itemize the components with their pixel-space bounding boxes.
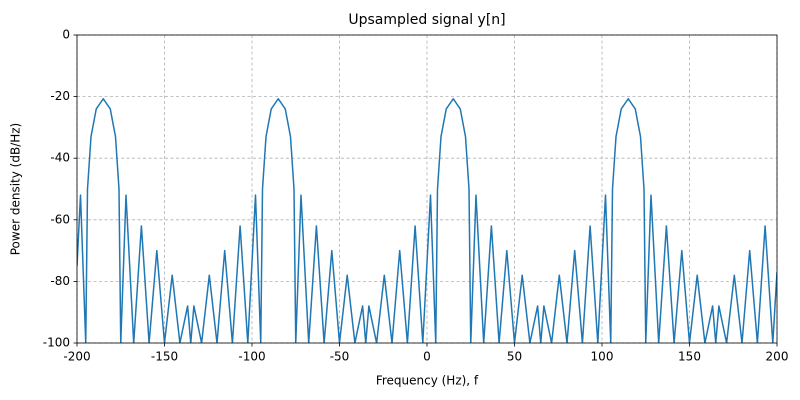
x-tick-label: -150 <box>151 350 178 364</box>
grid <box>76 34 778 344</box>
y-tick-label: -80 <box>50 274 70 288</box>
y-tick-label: 0 <box>62 28 70 42</box>
x-tick-label: 150 <box>678 350 701 364</box>
x-tick-label: 200 <box>766 350 789 364</box>
y-axis-label: Power density (dB/Hz) <box>9 123 23 256</box>
x-tick-label: -100 <box>238 350 265 364</box>
x-tick-label: -50 <box>330 350 350 364</box>
x-axis-label: Frequency (Hz), f <box>376 374 479 388</box>
x-tick-label: 0 <box>423 350 431 364</box>
line-series <box>77 98 777 343</box>
x-tick-label: 100 <box>591 350 614 364</box>
chart-title: Upsampled signal y[n] <box>348 12 505 28</box>
y-tick-label: -60 <box>50 212 70 226</box>
plot-area <box>77 98 777 343</box>
x-tick-label: -200 <box>63 350 90 364</box>
y-tick-label: -40 <box>50 151 70 165</box>
y-tick-label: -20 <box>50 89 70 103</box>
x-tick-label: 50 <box>507 350 522 364</box>
y-tick-label: -100 <box>43 336 70 350</box>
